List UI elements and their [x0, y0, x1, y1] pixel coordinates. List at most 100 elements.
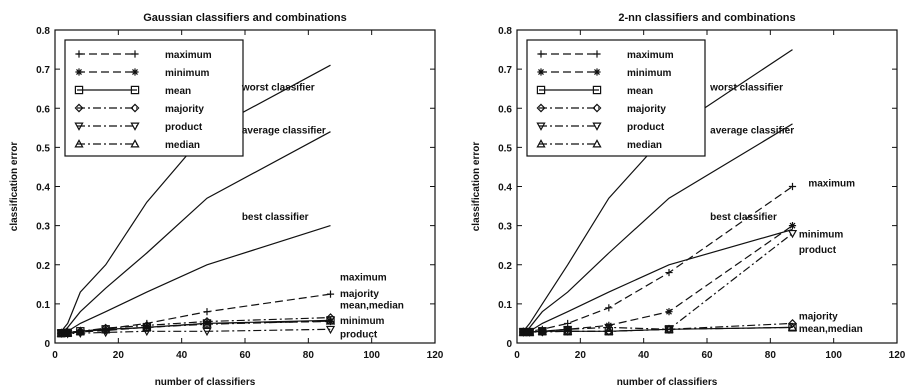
- data-point: [604, 323, 614, 333]
- series-line-3: [522, 228, 793, 336]
- data-point: [326, 313, 335, 323]
- y-tick-label: 0.6: [36, 104, 50, 115]
- legend-box: [526, 39, 706, 157]
- y-tick-label: 0.1: [36, 300, 50, 311]
- legend-marker: [593, 68, 601, 76]
- data-point: [563, 326, 573, 336]
- x-tick-label: 100: [363, 350, 380, 361]
- x-tick-label: 60: [239, 350, 251, 361]
- data-point: [202, 319, 212, 328]
- legend-marker: [75, 68, 83, 76]
- data-point: [788, 318, 797, 328]
- annotation-label: worst classifier: [241, 83, 315, 94]
- data-point: [75, 326, 85, 335]
- y-tick-label: 0.6: [498, 104, 512, 115]
- legend-marker: [74, 103, 84, 113]
- data-point: [142, 320, 152, 330]
- series-line-9: [523, 326, 793, 333]
- legend-label: product: [165, 122, 203, 133]
- series-line-8: [523, 232, 793, 333]
- legend-marker: [131, 68, 139, 76]
- legend-marker: [536, 103, 546, 113]
- legend-marker: [130, 139, 140, 148]
- data-point: [326, 290, 335, 298]
- chart-title: Gaussian classifiers and combinations: [143, 12, 347, 24]
- chart-title: 2-nn classifiers and combinations: [618, 12, 795, 24]
- data-point: [101, 324, 111, 334]
- legend-label: majority: [627, 104, 666, 115]
- y-axis-label: classification error: [9, 142, 20, 232]
- data-point: [518, 327, 528, 336]
- data-point: [537, 326, 547, 335]
- legend-marker: [74, 85, 84, 95]
- data-point: [325, 325, 336, 335]
- x-tick-label: 0: [514, 350, 520, 361]
- legend-marker: [592, 122, 602, 131]
- data-point: [605, 304, 613, 312]
- legend-label: majority: [165, 104, 204, 115]
- y-tick-label: 0.3: [498, 222, 512, 233]
- annotation-label: mean,median: [340, 301, 404, 312]
- y-tick-label: 0.3: [36, 222, 50, 233]
- data-point: [788, 182, 797, 191]
- data-point: [142, 322, 152, 331]
- legend-label: maximum: [165, 50, 212, 61]
- series-line-2: [60, 131, 331, 334]
- data-point: [525, 327, 535, 336]
- legend-marker: [592, 139, 602, 148]
- annotation-label: average classifier: [242, 126, 326, 137]
- annotation-label: minimum: [340, 316, 385, 327]
- legend-marker: [130, 122, 140, 131]
- y-tick-label: 0.5: [498, 143, 512, 154]
- x-tick-label: 20: [113, 350, 125, 361]
- legend-marker: [536, 122, 546, 131]
- y-tick-label: 0.2: [36, 261, 50, 272]
- y-tick-label: 0.2: [498, 261, 512, 272]
- y-tick-label: 0.5: [36, 143, 50, 154]
- data-point: [665, 308, 673, 316]
- legend-marker: [592, 85, 602, 95]
- x-tick-label: 80: [303, 350, 315, 361]
- legend-label: median: [627, 140, 662, 151]
- data-point: [202, 317, 212, 326]
- x-axis-label: number of classifiers: [617, 377, 718, 388]
- legend-marker: [537, 50, 545, 58]
- annotation-label: worst classifier: [709, 83, 783, 94]
- x-tick-label: 40: [638, 350, 650, 361]
- data-point: [325, 316, 336, 325]
- data-point: [604, 326, 614, 336]
- x-tick-label: 20: [575, 350, 587, 361]
- y-tick-label: 0: [506, 339, 512, 350]
- legend-marker: [74, 122, 84, 131]
- data-point: [787, 322, 798, 331]
- data-point: [202, 327, 212, 337]
- y-tick-label: 0.4: [36, 183, 50, 194]
- data-point: [604, 326, 614, 335]
- annotation-label: majority: [340, 289, 379, 300]
- series-line-9: [61, 320, 331, 334]
- data-point: [102, 326, 110, 335]
- x-tick-label: 80: [765, 350, 777, 361]
- data-point: [605, 321, 613, 329]
- x-tick-label: 120: [427, 350, 444, 361]
- y-tick-label: 0.7: [36, 65, 50, 76]
- x-tick-label: 0: [52, 350, 58, 361]
- legend-label: mean: [165, 86, 191, 97]
- legend-label: minimum: [627, 68, 672, 79]
- data-point: [563, 326, 573, 335]
- data-point: [203, 308, 211, 316]
- annotation-label: maximum: [808, 179, 855, 190]
- legend-label: median: [165, 140, 200, 151]
- data-point: [63, 327, 73, 337]
- legend-marker: [130, 85, 140, 95]
- data-point: [665, 268, 673, 277]
- x-tick-label: 120: [889, 350, 906, 361]
- legend-marker: [536, 85, 546, 95]
- annotation-label: maximum: [340, 272, 387, 283]
- x-tick-label: 100: [825, 350, 842, 361]
- legend-marker: [593, 50, 601, 58]
- data-point: [664, 324, 674, 333]
- x-tick-label: 60: [701, 350, 713, 361]
- chart-panel-2: 2-nn classifiers and combinations 0 20 40 60…: [471, 12, 906, 388]
